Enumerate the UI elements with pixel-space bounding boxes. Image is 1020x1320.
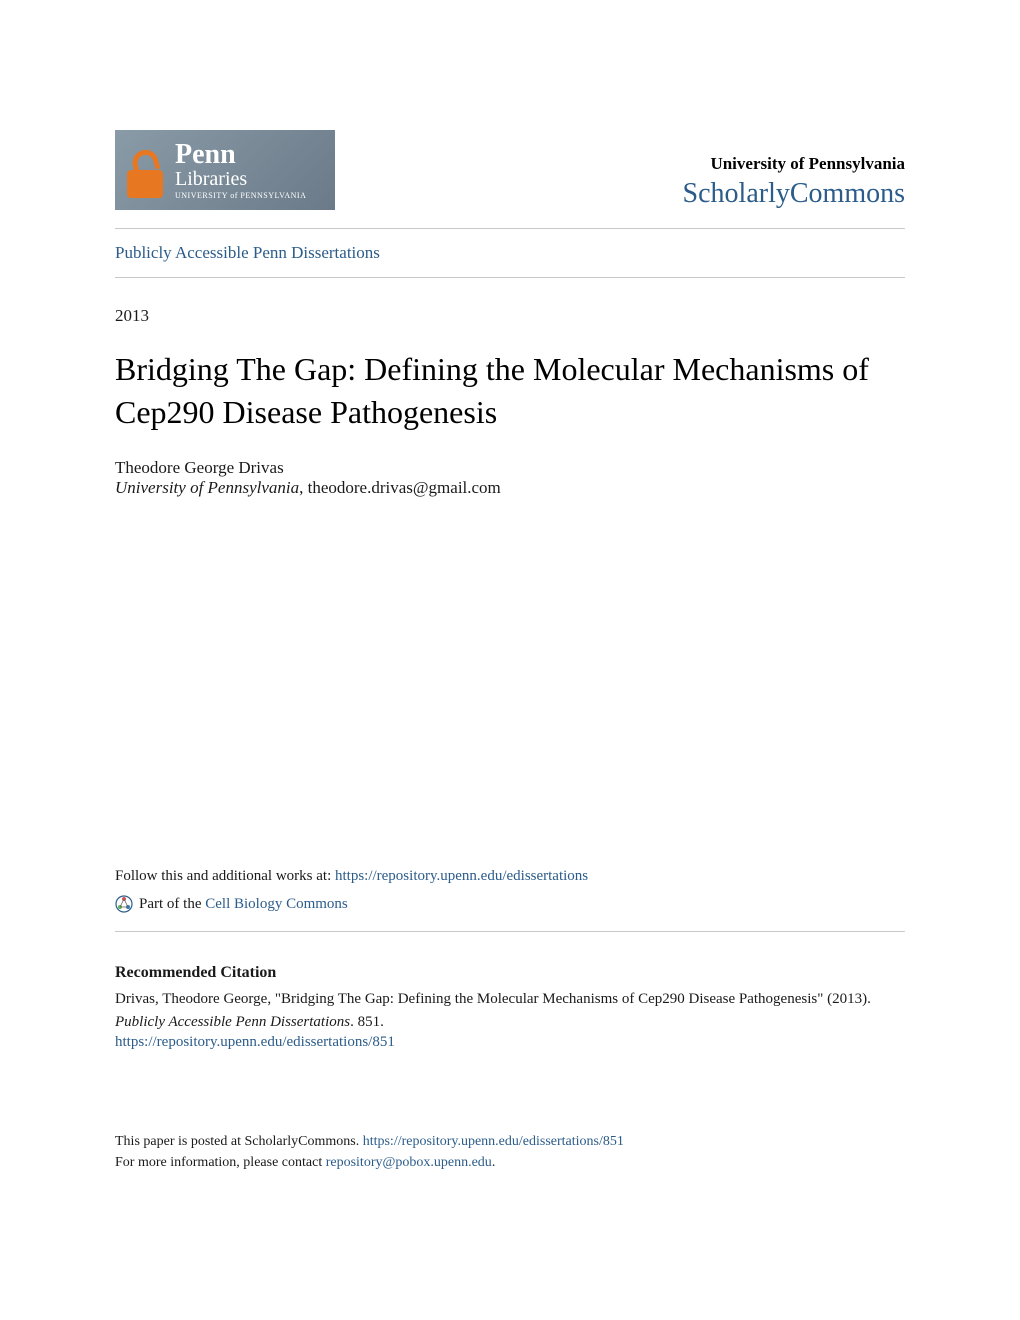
logo-penn-label: Penn bbox=[175, 141, 306, 169]
citation-text-2: . 851. bbox=[350, 1014, 384, 1030]
logo-libraries-label: Libraries bbox=[175, 169, 306, 189]
author-block: Theodore George Drivas University of Pen… bbox=[115, 458, 905, 498]
citation-series: Publicly Accessible Penn Dissertations bbox=[115, 1014, 350, 1030]
logo-text: Penn Libraries UNIVERSITY of PENNSYLVANI… bbox=[175, 141, 306, 200]
paper-title: Bridging The Gap: Defining the Molecular… bbox=[115, 348, 905, 434]
citation-text: Drivas, Theodore George, "Bridging The G… bbox=[115, 988, 905, 1033]
divider-collection bbox=[115, 277, 905, 278]
footer-line2-suffix: . bbox=[492, 1155, 496, 1170]
author-affiliation: University of Pennsylvania bbox=[115, 478, 299, 497]
citation-url-link[interactable]: https://repository.upenn.edu/edissertati… bbox=[115, 1034, 395, 1050]
institution-block: University of Pennsylvania ScholarlyComm… bbox=[683, 154, 905, 210]
footer-contact-email[interactable]: repository@pobox.upenn.edu bbox=[326, 1155, 492, 1170]
follow-prefix: Follow this and additional works at: bbox=[115, 868, 335, 884]
publication-year: 2013 bbox=[115, 306, 905, 326]
open-access-lock-icon bbox=[125, 143, 165, 198]
partof-line: Part of the Cell Biology Commons bbox=[115, 895, 905, 913]
citation-block: Recommended Citation Drivas, Theodore Ge… bbox=[115, 950, 905, 1051]
footer-line2-prefix: For more information, please contact bbox=[115, 1155, 326, 1170]
network-icon bbox=[115, 895, 133, 913]
follow-section: Follow this and additional works at: htt… bbox=[115, 868, 905, 913]
partof-prefix: Part of the bbox=[139, 896, 205, 912]
commons-link[interactable]: Cell Biology Commons bbox=[205, 896, 348, 912]
citation-heading: Recommended Citation bbox=[115, 964, 905, 982]
footer-block: This paper is posted at ScholarlyCommons… bbox=[115, 1131, 905, 1173]
collection-row: Publicly Accessible Penn Dissertations bbox=[115, 229, 905, 277]
collection-link[interactable]: Publicly Accessible Penn Dissertations bbox=[115, 243, 380, 262]
author-name: Theodore George Drivas bbox=[115, 458, 905, 478]
footer-line1-link[interactable]: https://repository.upenn.edu/edissertati… bbox=[363, 1134, 624, 1149]
author-email: theodore.drivas@gmail.com bbox=[308, 478, 501, 497]
footer-line1-prefix: This paper is posted at ScholarlyCommons… bbox=[115, 1134, 363, 1149]
logo-subline: UNIVERSITY of PENNSYLVANIA bbox=[175, 191, 306, 200]
header-row: Penn Libraries UNIVERSITY of PENNSYLVANI… bbox=[115, 130, 905, 210]
follow-line: Follow this and additional works at: htt… bbox=[115, 868, 905, 885]
follow-url-link[interactable]: https://repository.upenn.edu/edissertati… bbox=[335, 868, 588, 884]
institution-name: University of Pennsylvania bbox=[683, 154, 905, 174]
repository-link[interactable]: ScholarlyCommons bbox=[683, 178, 905, 209]
author-separator: , bbox=[299, 478, 308, 497]
citation-text-1: Drivas, Theodore George, "Bridging The G… bbox=[115, 991, 871, 1007]
penn-libraries-logo[interactable]: Penn Libraries UNIVERSITY of PENNSYLVANI… bbox=[115, 130, 335, 210]
divider-citation bbox=[115, 931, 905, 932]
